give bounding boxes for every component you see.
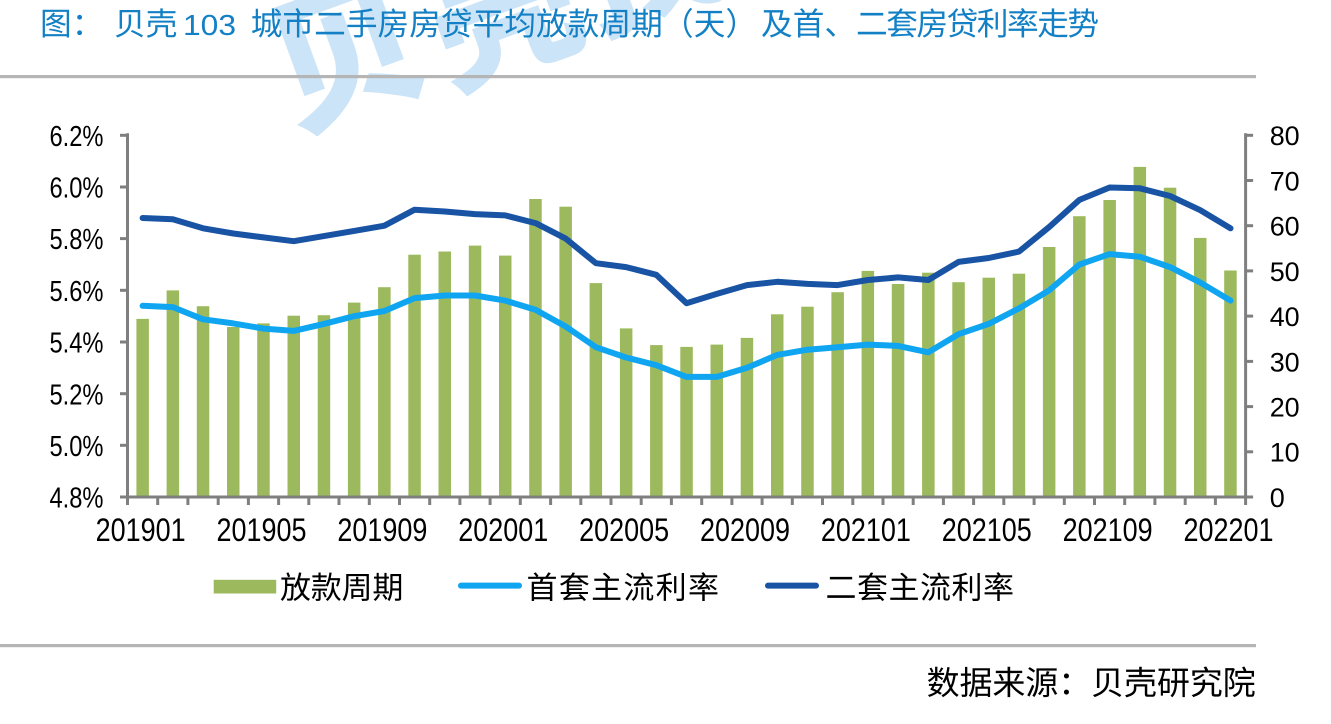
svg-text:80: 80	[1270, 121, 1300, 151]
svg-text:202105: 202105	[942, 512, 1032, 548]
svg-text:5.8%: 5.8%	[50, 224, 104, 256]
svg-text:202005: 202005	[579, 512, 669, 548]
svg-text:5.4%: 5.4%	[50, 328, 104, 360]
svg-text:70: 70	[1270, 166, 1300, 196]
svg-text:4.8%: 4.8%	[50, 483, 104, 515]
svg-text:30: 30	[1270, 347, 1300, 377]
svg-text:6.2%: 6.2%	[50, 121, 104, 153]
svg-text:40: 40	[1270, 302, 1300, 332]
svg-text:60: 60	[1270, 212, 1300, 242]
svg-text:202009: 202009	[700, 512, 790, 548]
svg-text:202001: 202001	[458, 512, 548, 548]
svg-text:202109: 202109	[1063, 512, 1153, 548]
svg-text:202101: 202101	[821, 512, 911, 548]
svg-text:202201: 202201	[1184, 512, 1274, 548]
svg-text:6.0%: 6.0%	[50, 173, 104, 205]
svg-text:103: 103	[183, 10, 236, 42]
svg-text:5.2%: 5.2%	[50, 379, 104, 411]
svg-text:201901: 201901	[96, 512, 186, 548]
svg-text:50: 50	[1270, 257, 1300, 287]
svg-text:10: 10	[1270, 438, 1300, 468]
svg-text:20: 20	[1270, 393, 1300, 423]
svg-text:201905: 201905	[217, 512, 307, 548]
svg-text:0: 0	[1270, 483, 1285, 513]
svg-text:5.6%: 5.6%	[50, 276, 104, 308]
svg-text:5.0%: 5.0%	[50, 431, 104, 463]
svg-text:201909: 201909	[337, 512, 427, 548]
